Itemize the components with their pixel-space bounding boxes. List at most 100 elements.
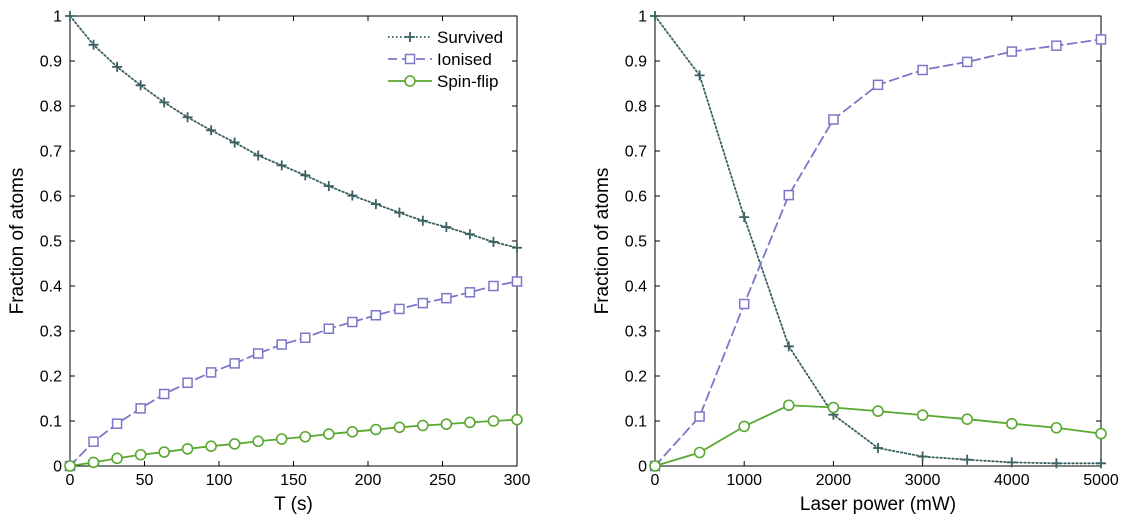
series-survived <box>65 11 522 253</box>
x-tick-label: 2000 <box>816 472 852 489</box>
data-point <box>182 377 193 388</box>
data-point <box>158 446 170 458</box>
data-point <box>112 61 123 72</box>
data-point <box>228 438 241 450</box>
data-point <box>739 212 750 223</box>
data-point <box>872 405 884 417</box>
y-tick-label: 1 <box>53 9 62 26</box>
legend-label: Spin-flip <box>437 72 498 91</box>
y-tick-label: 0.9 <box>40 54 62 71</box>
data-point <box>1095 34 1107 45</box>
y-tick-label: 0.9 <box>625 54 647 71</box>
data-point <box>511 413 523 426</box>
y-tick-label: 0.2 <box>40 369 62 386</box>
data-point <box>464 416 476 429</box>
data-point <box>694 70 705 81</box>
data-point <box>962 454 973 465</box>
data-point <box>464 287 476 298</box>
data-point <box>370 199 381 210</box>
data-point <box>1006 457 1017 468</box>
data-point <box>694 411 705 422</box>
data-point <box>323 428 335 440</box>
data-point <box>87 456 100 469</box>
data-point <box>827 401 840 414</box>
data-point <box>88 436 99 447</box>
data-point <box>206 125 217 136</box>
data-point <box>693 446 706 459</box>
x-tick-label: 50 <box>136 472 154 489</box>
data-point <box>370 310 382 321</box>
data-point <box>512 242 522 253</box>
x-tick-label: 250 <box>429 472 456 489</box>
data-point <box>487 415 500 427</box>
x-tick-label: 100 <box>206 472 233 489</box>
series-spin-flip <box>64 413 523 472</box>
data-point <box>488 236 499 247</box>
data-point <box>111 418 123 429</box>
data-point <box>134 448 147 461</box>
y-tick-label: 0.1 <box>625 414 647 431</box>
series-line <box>69 15 518 249</box>
y-axis-label: Fraction of atoms <box>592 168 613 315</box>
data-point <box>88 39 99 50</box>
data-point <box>441 222 452 233</box>
data-point <box>323 181 334 192</box>
data-point <box>346 425 359 438</box>
data-point <box>65 11 75 21</box>
data-point <box>300 332 311 343</box>
data-point <box>872 79 884 91</box>
data-point <box>64 460 76 472</box>
data-point <box>135 403 146 414</box>
y-tick-label: 0.6 <box>40 189 62 206</box>
data-point <box>961 56 973 68</box>
data-point <box>488 280 499 292</box>
legend-marker <box>404 53 416 65</box>
y-axis-label: Fraction of atoms <box>7 168 28 315</box>
data-point <box>417 297 429 309</box>
y-tick-label: 0.3 <box>40 324 62 341</box>
data-point <box>394 207 405 218</box>
chart-panel-2: 0 1000 2000 3000 4000 5000 0 0.1 0.2 0.3 0.4 0.5 0.6… <box>592 9 1119 516</box>
data-point <box>1095 427 1107 440</box>
x-tick-label: 1000 <box>726 472 762 489</box>
data-point <box>1006 46 1018 57</box>
y-tick-label: 0.2 <box>625 369 647 386</box>
data-point <box>276 160 287 171</box>
data-point <box>440 418 453 430</box>
data-point <box>370 423 382 436</box>
data-point <box>511 276 523 287</box>
data-point <box>158 388 170 400</box>
series-ionised <box>64 276 523 472</box>
data-point <box>441 292 452 304</box>
data-point <box>649 460 661 472</box>
data-point <box>650 11 660 21</box>
data-point <box>1005 417 1018 430</box>
data-point <box>738 420 751 433</box>
data-point <box>252 435 264 448</box>
data-point <box>135 80 146 91</box>
y-tick-label: 0.7 <box>625 144 647 161</box>
data-point <box>229 358 240 369</box>
y-tick-label: 0.4 <box>40 279 62 296</box>
data-point <box>182 112 193 123</box>
y-tick-label: 0.6 <box>625 189 647 206</box>
x-tick-label: 5000 <box>1083 472 1119 489</box>
y-tick-label: 0.8 <box>40 99 62 116</box>
data-point <box>205 367 217 378</box>
data-point <box>1051 458 1062 469</box>
data-point <box>205 440 217 453</box>
data-point <box>1096 458 1106 469</box>
y-tick-label: 1 <box>638 9 647 26</box>
y-tick-label: 0.3 <box>625 324 647 341</box>
x-tick-label: 4000 <box>994 472 1030 489</box>
data-point <box>276 339 287 350</box>
data-point <box>159 97 170 108</box>
data-point <box>464 229 475 240</box>
data-point <box>252 348 264 359</box>
data-point <box>1050 421 1063 434</box>
x-tick-label: 3000 <box>905 472 941 489</box>
y-tick-label: 0.5 <box>40 234 62 251</box>
data-point <box>782 399 795 412</box>
data-point <box>417 215 428 226</box>
legend-label: Ionised <box>437 50 492 69</box>
